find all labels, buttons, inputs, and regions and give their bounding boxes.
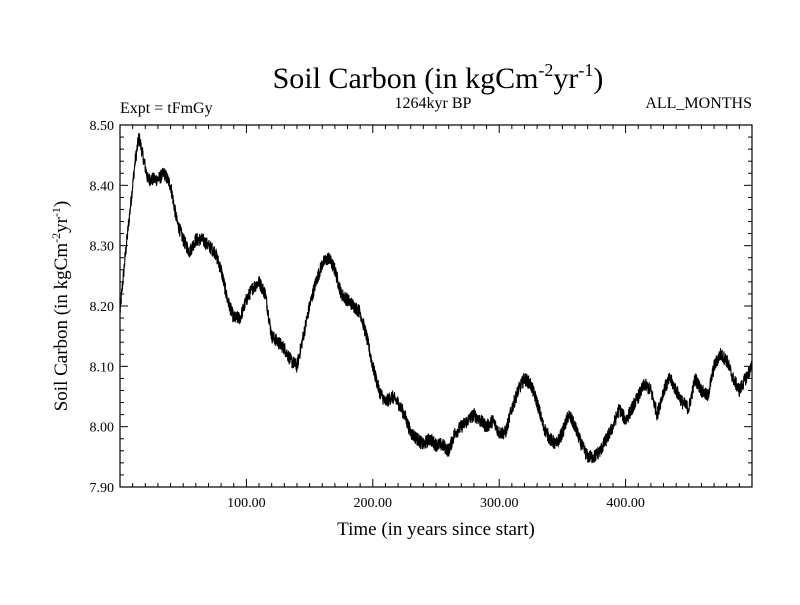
x-tick-label: 300.00 [480,496,519,511]
y-tick-label: 8.00 [90,421,115,436]
months-label: ALL_MONTHS [645,95,752,112]
experiment-label: Expt = tFmGy [120,100,213,117]
y-tick-label: 8.30 [90,240,115,255]
x-axis-ticks: 100.00 200.00 300.00 400.00 [132,125,740,511]
y-tick-label: 8.40 [90,179,115,194]
soil-carbon-line [119,132,753,464]
x-tick-label: 400.00 [606,496,645,511]
period-label: 1264kyr BP [395,95,472,112]
y-tick-label: 8.20 [90,300,115,315]
chart-title: Soil Carbon (in kgCm-2yr-1) [273,60,604,95]
y-tick-label: 8.10 [90,360,115,375]
series-group [119,132,753,464]
x-tick-label: 100.00 [227,496,266,511]
y-axis-ticks: 7.90 8.00 8.10 8.20 8.30 8.40 8.50 [90,119,752,496]
x-axis-label: Time (in years since start) [337,519,535,540]
x-tick-label: 200.00 [354,496,393,511]
y-tick-label: 7.90 [90,481,115,496]
y-axis-label: Soil Carbon (in kgCm-2yr-1) [49,201,72,412]
plot-frame [119,124,753,488]
y-tick-label: 8.50 [90,119,115,134]
